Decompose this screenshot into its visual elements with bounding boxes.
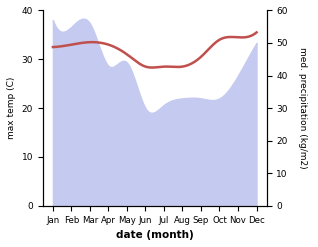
Y-axis label: med. precipitation (kg/m2): med. precipitation (kg/m2) [298,47,307,169]
Y-axis label: max temp (C): max temp (C) [7,77,16,139]
X-axis label: date (month): date (month) [116,230,194,240]
